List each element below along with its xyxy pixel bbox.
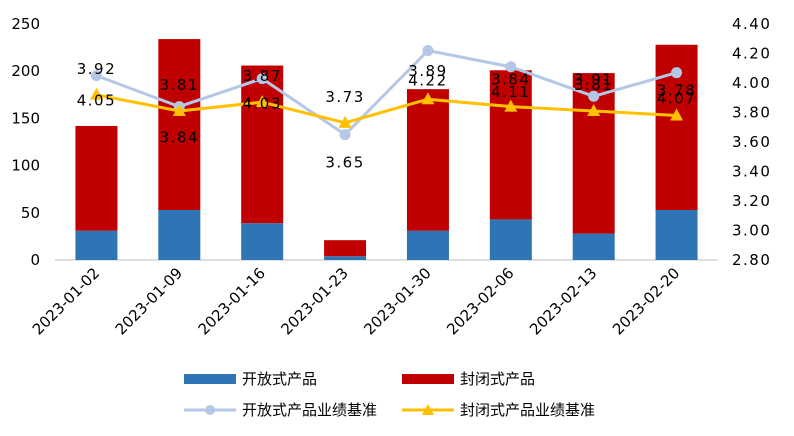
data-label-closed-benchmark: 3.84 — [491, 71, 530, 89]
bar-closed — [75, 125, 118, 231]
bar-open — [75, 230, 118, 260]
marker-open-benchmark — [422, 45, 434, 57]
bar-open — [489, 219, 532, 260]
data-label-closed-benchmark: 3.92 — [77, 60, 116, 78]
marker-closed-benchmark — [338, 115, 352, 128]
y-right-tick-label: 3.20 — [732, 192, 771, 210]
y-left-tick-label: 150 — [11, 109, 40, 127]
y-left-tick-label: 200 — [11, 62, 40, 80]
bar-closed — [241, 65, 284, 224]
marker-closed-benchmark — [587, 104, 601, 117]
marker-closed-benchmark — [670, 108, 684, 121]
marker-closed-benchmark — [421, 92, 435, 105]
y-right-tick-label: 3.60 — [732, 133, 771, 151]
x-tick-label: 2023-01-09 — [112, 264, 186, 338]
y-right-tick-label: 4.40 — [732, 15, 771, 33]
y-right-tick-label: 4.00 — [732, 74, 771, 92]
marker-closed-benchmark — [89, 87, 103, 100]
y-left-tick-label: 100 — [11, 157, 40, 175]
data-label-open-benchmark: 3.84 — [160, 129, 199, 147]
x-tick-label: 2023-01-02 — [29, 264, 103, 338]
marker-closed-benchmark — [172, 104, 186, 117]
data-label-closed-benchmark: 3.81 — [160, 76, 199, 94]
y-right-tick-label: 4.20 — [732, 45, 771, 63]
data-label-open-benchmark: 4.07 — [657, 90, 696, 108]
data-label-open-benchmark: 3.91 — [574, 70, 613, 88]
marker-open-benchmark — [505, 61, 517, 73]
bar-open — [572, 233, 615, 260]
data-label-open-benchmark: 4.22 — [408, 72, 447, 90]
marker-open-benchmark — [671, 67, 683, 79]
bar-open — [655, 209, 698, 260]
line-closed-benchmark — [96, 93, 677, 125]
x-tick-label: 2023-01-30 — [360, 264, 434, 338]
x-tick-label: 2023-01-16 — [195, 264, 269, 338]
bar-closed — [489, 70, 532, 220]
y-left-tick-label: 0 — [30, 251, 40, 269]
bar-closed — [158, 39, 201, 210]
y-right-tick-label: 3.00 — [732, 222, 771, 240]
line-open-benchmark — [95, 49, 677, 137]
bar-closed — [406, 89, 449, 231]
y-left-tick-label: 50 — [21, 204, 40, 222]
data-label-closed-benchmark: 3.81 — [574, 76, 613, 94]
marker-closed-benchmark — [255, 95, 269, 108]
marker-open-benchmark — [339, 129, 351, 141]
bar-open — [324, 256, 367, 260]
data-label-closed-benchmark: 3.87 — [242, 67, 281, 85]
data-label-open-benchmark: 4.03 — [242, 95, 281, 113]
lines — [89, 45, 684, 141]
data-labels: 4.05 3.84 4.03 3.65 4.22 4.11 3.91 4.07 3.92 3.81… — [77, 60, 696, 172]
marker-closed-benchmark — [504, 99, 518, 112]
bars — [75, 39, 698, 260]
data-label-open-benchmark: 3.65 — [325, 154, 364, 172]
bar-open — [241, 223, 284, 260]
data-label-open-benchmark: 4.11 — [491, 83, 530, 101]
y-right-tick-label: 3.40 — [732, 163, 771, 181]
marker-open-benchmark — [90, 70, 102, 82]
x-tick-label: 2023-02-06 — [443, 264, 517, 338]
y-right-tick-label: 2.80 — [732, 251, 771, 269]
data-label-closed-benchmark: 3.89 — [408, 62, 447, 80]
y-right-tick-label: 3.80 — [732, 104, 771, 122]
bar-open — [406, 230, 449, 260]
x-tick-label: 2023-01-23 — [278, 264, 352, 338]
data-label-closed-benchmark: 3.78 — [657, 81, 696, 99]
data-label-closed-benchmark: 3.73 — [325, 88, 364, 106]
data-label-open-benchmark: 4.05 — [77, 92, 116, 110]
marker-open-benchmark — [256, 73, 268, 85]
marker-open-benchmark — [588, 90, 600, 102]
bar-closed — [324, 240, 367, 257]
x-tick-label: 2023-02-20 — [609, 264, 683, 338]
bar-open — [158, 209, 201, 260]
y-left-tick-label: 250 — [11, 15, 40, 33]
x-tick-label: 2023-02-13 — [526, 264, 600, 338]
